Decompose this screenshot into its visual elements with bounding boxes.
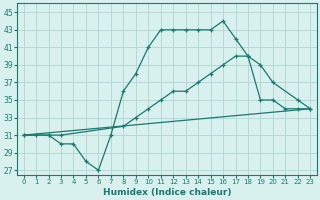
X-axis label: Humidex (Indice chaleur): Humidex (Indice chaleur)	[103, 188, 231, 197]
